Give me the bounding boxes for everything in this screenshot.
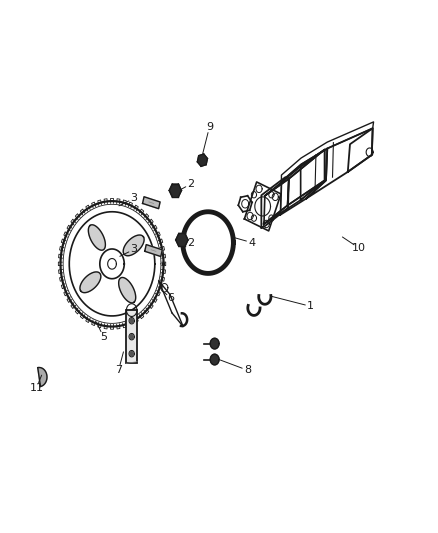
Polygon shape	[198, 154, 208, 166]
Polygon shape	[210, 354, 219, 365]
Polygon shape	[38, 368, 47, 386]
Bar	[126, 310, 137, 364]
Text: 2: 2	[187, 238, 194, 247]
Text: 6: 6	[167, 293, 174, 303]
Polygon shape	[88, 225, 106, 250]
Text: 2: 2	[187, 179, 194, 189]
Text: 10: 10	[352, 243, 366, 253]
Polygon shape	[145, 245, 162, 256]
Text: 8: 8	[244, 365, 251, 375]
Polygon shape	[119, 278, 136, 303]
Text: 7: 7	[115, 365, 122, 375]
Text: 5: 5	[100, 332, 107, 342]
Polygon shape	[176, 233, 188, 246]
Polygon shape	[130, 352, 134, 356]
Text: 3: 3	[131, 245, 138, 254]
Text: 11: 11	[29, 383, 43, 393]
Polygon shape	[169, 184, 181, 197]
Text: 9: 9	[206, 122, 213, 132]
Text: 4: 4	[248, 238, 255, 247]
Polygon shape	[210, 338, 219, 349]
Text: 3: 3	[131, 193, 138, 204]
Text: 1: 1	[307, 301, 314, 311]
Polygon shape	[130, 335, 134, 339]
Polygon shape	[130, 319, 134, 323]
Polygon shape	[143, 197, 160, 208]
Polygon shape	[80, 272, 101, 293]
Polygon shape	[123, 235, 144, 256]
